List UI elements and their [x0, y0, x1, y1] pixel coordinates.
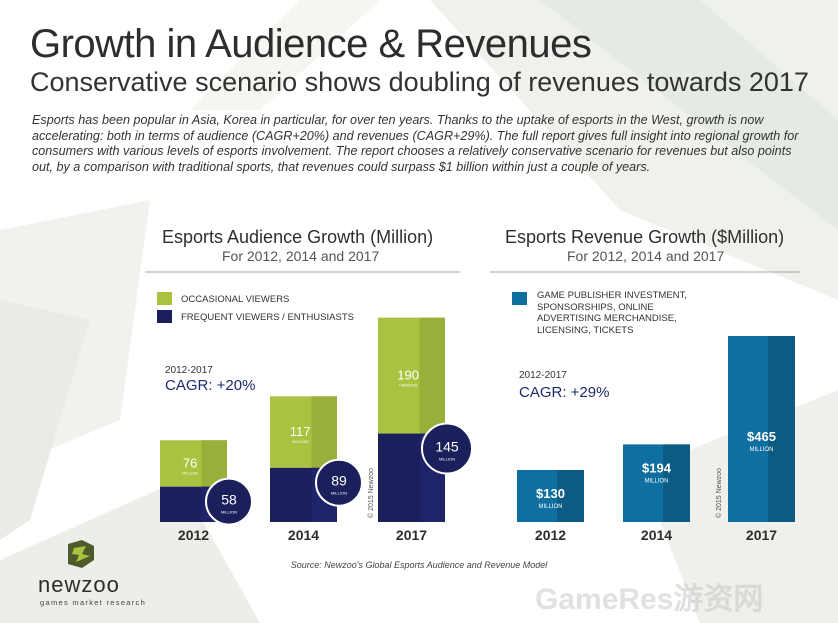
x-tick-label: 2012: [535, 527, 566, 543]
frequent-bubble-2017: [421, 422, 473, 475]
newzoo-logo-wordmark: newzoo: [38, 572, 120, 597]
page-title: Growth in Audience & Revenues: [30, 22, 592, 66]
legend-label-revenue-line: ADVERTISING MERCHANDISE,: [537, 313, 677, 324]
x-tick-label: 2012: [178, 527, 209, 543]
newzoo-logo-icon: [68, 540, 94, 568]
legend-swatch-frequent: [157, 310, 172, 323]
data-label-revenue: $465: [747, 429, 776, 444]
intro-paragraph: Esports has been popular in Asia, Korea …: [32, 113, 799, 174]
bar-revenue-shade-2012: [557, 470, 584, 522]
bar-revenue-shade-2017: [768, 336, 795, 522]
data-label-frequent: 58: [221, 492, 237, 508]
data-unit-occasional: MILLION: [292, 439, 308, 444]
data-label-frequent: 89: [331, 473, 347, 489]
data-label-occasional: 190: [397, 368, 419, 383]
bar-occasional-shade-2017: [419, 317, 445, 434]
bar-revenue-shade-2014: [663, 444, 690, 522]
legend-label-revenue: GAME PUBLISHER INVESTMENT, SPONSORSHIPS,…: [537, 290, 687, 336]
revenue-cagr-period: 2012-2017: [519, 370, 567, 381]
watermark: GameRes游资网: [535, 583, 764, 616]
x-tick-label: 2014: [288, 527, 319, 543]
legend-label-occasional: OCCASIONAL VIEWERS: [181, 294, 290, 305]
data-unit-frequent: MILLION: [331, 491, 347, 496]
data-unit-frequent: MILLION: [439, 457, 455, 462]
audience-copyright: © 2015 Newzoo: [368, 468, 375, 518]
revenue-copyright: © 2015 Newzoo: [716, 468, 723, 518]
revenue-cagr-value: CAGR: +29%: [519, 384, 610, 401]
data-unit-occasional: MILLION: [182, 470, 198, 475]
x-tick-label: 2014: [641, 527, 672, 543]
legend-label-revenue-line: LICENSING, TICKETS: [537, 324, 634, 336]
audience-chart-subtitle: For 2012, 2014 and 2017: [222, 248, 380, 264]
revenue-chart-subtitle: For 2012, 2014 and 2017: [567, 248, 725, 264]
data-label-frequent: 145: [435, 439, 459, 455]
audience-cagr-period: 2012-2017: [165, 365, 213, 376]
revenue-chart-title: Esports Revenue Growth ($Million): [505, 227, 785, 247]
data-label-occasional: 117: [290, 424, 311, 439]
x-tick-label: 2017: [396, 527, 427, 543]
source-note: Source: Newzoo's Global Esports Audience…: [290, 560, 548, 570]
data-unit-occasional: VIEWERS: [399, 383, 418, 388]
legend-swatch-occasional: [157, 292, 172, 305]
legend-label-revenue-line: GAME PUBLISHER INVESTMENT,: [537, 290, 687, 301]
legend-swatch-revenue: [512, 292, 527, 305]
audience-cagr-value: CAGR: +20%: [165, 377, 256, 394]
frequent-bubble-2012: [205, 477, 253, 526]
data-label-revenue: $194: [642, 460, 672, 475]
newzoo-logo-tagline: games market research: [40, 598, 147, 607]
data-unit-revenue: MILLION: [749, 447, 773, 453]
frequent-bubble-2014: [315, 458, 363, 507]
data-unit-revenue: MILLION: [644, 478, 668, 484]
page-subtitle: Conservative scenario shows doubling of …: [30, 67, 809, 97]
data-unit-frequent: MILLION: [221, 510, 237, 515]
legend-label-revenue-line: SPONSORSHIPS, ONLINE: [537, 301, 654, 313]
data-label-revenue: $130: [536, 486, 565, 501]
bar-occasional-shade-2014: [311, 396, 337, 468]
audience-chart-title: Esports Audience Growth (Million): [162, 227, 434, 247]
legend-label-frequent: FREQUENT VIEWERS / ENTHUSIASTS: [181, 312, 354, 323]
data-label-occasional: 76: [183, 455, 197, 470]
x-tick-label: 2017: [746, 527, 777, 543]
data-unit-revenue: MILLION: [538, 504, 562, 510]
